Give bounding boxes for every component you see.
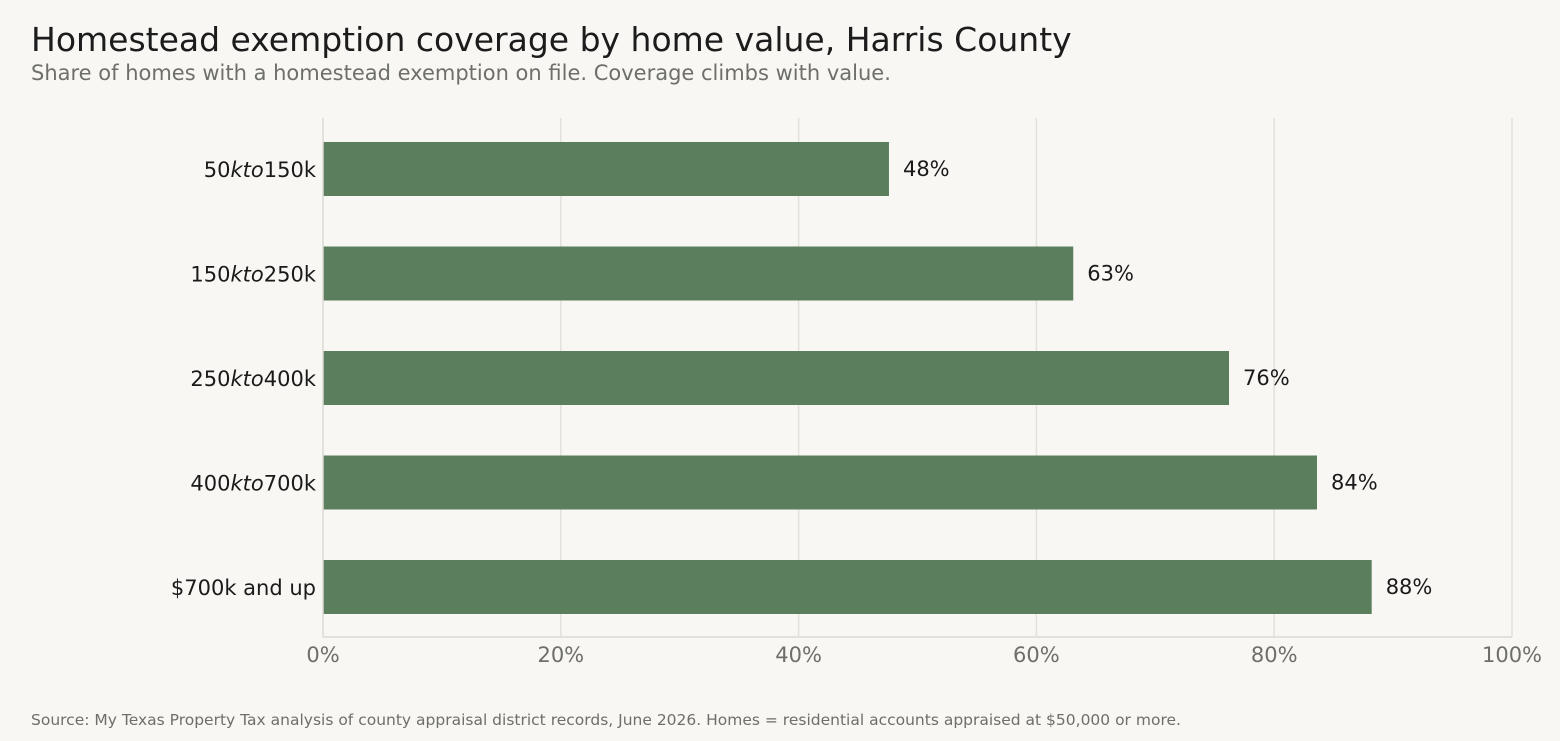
data-label: 63% xyxy=(1087,262,1134,286)
x-tick-label: 100% xyxy=(1482,643,1542,667)
data-label: 48% xyxy=(903,157,950,181)
x-tick-label: 60% xyxy=(1013,643,1060,667)
data-label: 88% xyxy=(1386,575,1433,599)
bar xyxy=(323,455,1318,510)
data-label: 84% xyxy=(1331,471,1378,495)
chart-subtitle: Share of homes with a homestead exemptio… xyxy=(31,61,891,85)
bar xyxy=(323,246,1074,301)
x-tick-label: 80% xyxy=(1251,643,1298,667)
x-tick-label: 20% xyxy=(537,643,584,667)
bar xyxy=(323,560,1372,614)
bars xyxy=(323,142,1372,614)
data-label: 76% xyxy=(1243,366,1290,390)
source-note: Source: My Texas Property Tax analysis o… xyxy=(31,711,1181,729)
x-tick-label: 40% xyxy=(775,643,822,667)
y-tick-label: 250kto400k xyxy=(190,367,316,391)
chart-title: Homestead exemption coverage by home val… xyxy=(31,20,1072,59)
bar xyxy=(323,351,1230,405)
y-tick-label: $700k and up xyxy=(171,576,316,600)
axes xyxy=(322,118,1512,638)
bar xyxy=(323,142,889,196)
y-tick-label: 150kto250k xyxy=(190,263,316,287)
y-tick-label: 50kto150k xyxy=(204,158,317,182)
x-tick-label: 0% xyxy=(306,643,339,667)
labels: 0% 20% 40% 60% 80% 100% 50kto150k 48% 150kto250k… xyxy=(171,157,1542,667)
y-tick-label: 400kto700k xyxy=(190,472,316,496)
